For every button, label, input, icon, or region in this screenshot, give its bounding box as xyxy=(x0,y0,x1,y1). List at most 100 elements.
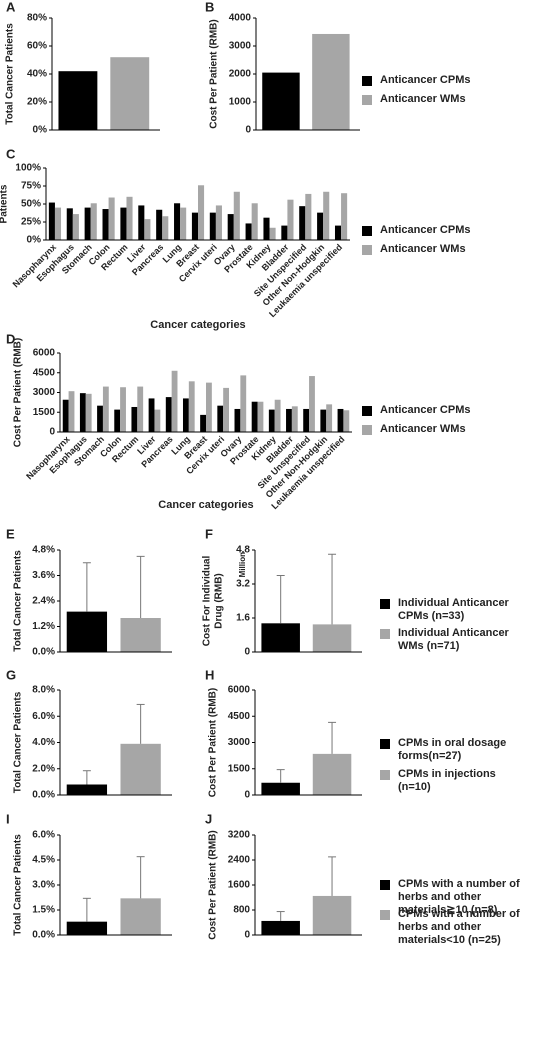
bar xyxy=(299,206,306,240)
bar xyxy=(120,618,161,652)
bar xyxy=(108,197,115,240)
y-axis-title: Cost Per Patient (RMB) xyxy=(209,19,220,128)
y-tick-label: 3000 xyxy=(229,41,252,52)
y-tick-label: 80% xyxy=(27,13,47,24)
legend-swatch xyxy=(380,910,390,920)
legend-item: Anticancer WMs xyxy=(362,93,532,106)
y-tick-label: 0.0% xyxy=(32,790,55,801)
bar xyxy=(251,401,258,432)
bar xyxy=(240,375,247,432)
y-tick-label: 0.0% xyxy=(32,647,55,658)
y-tick-label: 1000 xyxy=(229,97,252,108)
bar xyxy=(174,203,181,240)
panel-label: B xyxy=(205,0,214,14)
legend-swatch xyxy=(362,95,372,105)
legend-label: Anticancer WMs xyxy=(380,243,466,255)
bar xyxy=(120,898,161,935)
bar xyxy=(198,185,205,240)
legend-item: CPMs in injections (n=10) xyxy=(380,768,530,794)
bar xyxy=(281,225,288,240)
legend-swatch xyxy=(380,629,390,639)
bar xyxy=(326,404,333,432)
bar xyxy=(303,408,310,432)
legend-item: Individual Anticancer CPMs (n=33) xyxy=(380,597,530,623)
y-tick-label: 1.5% xyxy=(32,905,55,916)
bar xyxy=(312,624,352,652)
legend-swatch xyxy=(362,406,372,416)
bar xyxy=(291,406,298,432)
y-tick-label: 60% xyxy=(27,41,47,52)
y-tick-label: 2400 xyxy=(228,855,251,866)
legend-label: Anticancer CPMs xyxy=(380,74,471,86)
legend-item: Anticancer WMs xyxy=(362,243,532,256)
bar xyxy=(261,623,300,652)
y-tick-label: 0 xyxy=(245,125,251,136)
legend-item: CPMs with a number of herbs and other ma… xyxy=(380,878,535,917)
legend-label: Anticancer WMs xyxy=(380,423,466,435)
y-tick-label: 4.5% xyxy=(32,855,55,866)
legend-swatch xyxy=(362,76,372,86)
bar xyxy=(62,399,69,432)
bar xyxy=(171,370,178,432)
bar xyxy=(227,214,234,240)
bar xyxy=(110,57,150,131)
y-tick-label: 0.0% xyxy=(32,930,55,941)
y-tick-label: 0 xyxy=(244,790,250,801)
y-axis-title: Patients xyxy=(0,184,10,223)
legend-swatch xyxy=(380,770,390,780)
legend-label: Anticancer CPMs xyxy=(380,404,471,416)
bar xyxy=(154,409,161,432)
legend-swatch xyxy=(380,880,390,890)
y-tick-label: 50% xyxy=(21,199,41,210)
y-tick-label: 40% xyxy=(27,69,47,80)
bar xyxy=(317,212,324,240)
bar xyxy=(337,408,344,432)
bar xyxy=(148,398,155,432)
bar xyxy=(114,409,121,432)
bar xyxy=(66,784,108,795)
y-tick-label: 1500 xyxy=(33,407,56,418)
bar xyxy=(323,191,330,240)
y-tick-label: 3.6% xyxy=(32,570,55,581)
y-tick-label: 0 xyxy=(244,647,250,658)
panel-label: E xyxy=(6,526,15,541)
y-axis-title: Total Cancer Patients xyxy=(5,23,16,125)
y-tick-label: 6000 xyxy=(228,685,251,696)
y-axis-title: Total Cancer Patients xyxy=(13,834,24,936)
bar xyxy=(126,196,133,240)
y-tick-label: 0 xyxy=(49,427,55,438)
legend-label: Individual Anticancer CPMs (n=33) xyxy=(398,597,509,622)
bar xyxy=(261,782,300,795)
legend-item: Anticancer WMs xyxy=(362,423,532,436)
bar xyxy=(262,72,300,130)
panel-label: D xyxy=(6,331,15,346)
bar xyxy=(58,71,98,130)
y-axis-title: Drug (RMB) xyxy=(214,573,225,629)
y-tick-label: 800 xyxy=(233,905,250,916)
legend-swatch xyxy=(380,739,390,749)
bar xyxy=(165,397,172,432)
y-tick-label: 0% xyxy=(33,125,48,136)
legend-swatch xyxy=(380,599,390,609)
y-tick-label: 1600 xyxy=(228,880,251,891)
bar xyxy=(138,205,145,240)
bar xyxy=(90,203,97,240)
bar xyxy=(188,381,195,432)
bar xyxy=(215,205,222,240)
y-tick-label: 25% xyxy=(21,217,41,228)
bar xyxy=(309,376,315,432)
y-tick-label: 3.0% xyxy=(32,880,55,891)
x-axis-title: Cancer categories xyxy=(150,319,245,331)
y-tick-label: 4.0% xyxy=(32,737,55,748)
legend-label: Anticancer WMs xyxy=(380,93,466,105)
bar xyxy=(79,393,86,432)
y-axis-title: Total Cancer Patients xyxy=(13,550,24,652)
bar xyxy=(131,406,138,432)
bar xyxy=(120,207,127,240)
bar xyxy=(341,193,348,240)
legend-label: CPMs in oral dosage forms(n=27) xyxy=(398,737,507,762)
y-tick-label: 6.0% xyxy=(32,711,55,722)
panel-label: H xyxy=(205,667,214,682)
bar xyxy=(234,408,241,432)
bar xyxy=(209,212,216,240)
